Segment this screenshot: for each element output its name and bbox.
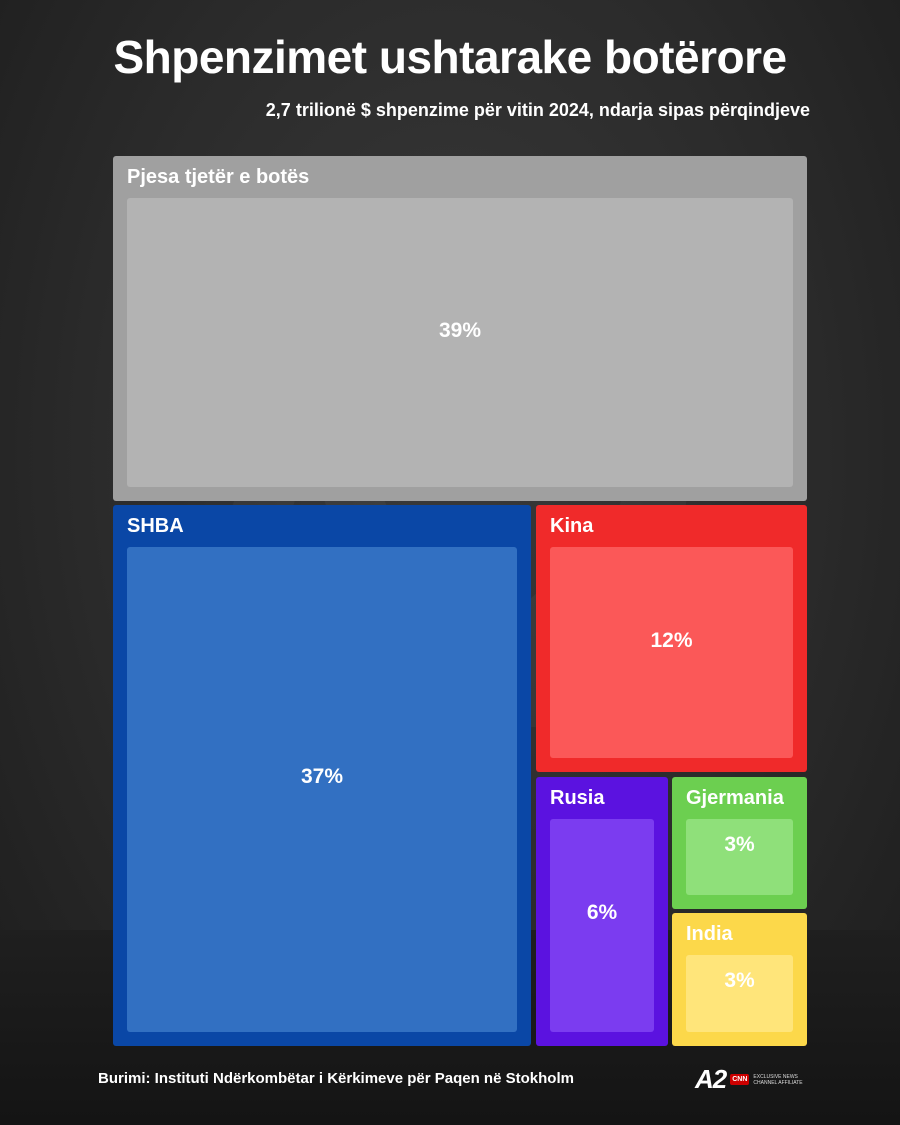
treemap-cell-pjesa-tjet-r-e-bot-s: Pjesa tjetër e botës 39% xyxy=(113,156,807,501)
treemap-cell-rusia: Rusia 6% xyxy=(536,777,668,1046)
chart-subtitle: 2,7 trilionë $ shpenzime për vitin 2024,… xyxy=(265,100,810,120)
treemap-cell-fill xyxy=(127,198,793,487)
treemap-cell-label: Rusia xyxy=(550,787,605,809)
logo-brand: A2 xyxy=(695,1064,727,1094)
treemap-cell-value: 39% xyxy=(438,319,482,342)
logo-affiliate: EXCLUSIVE NEWS CHANNEL AFFILIATE xyxy=(753,1073,803,1086)
treemap-cell-label: India xyxy=(686,923,733,945)
treemap-cell-fill xyxy=(686,955,793,1032)
treemap-cell-value: 3% xyxy=(724,969,755,992)
chart-title: Shpenzimet ushtarake botërore xyxy=(113,31,787,83)
treemap-cell-kina: Kina 12% xyxy=(536,505,807,772)
treemap-cell-india: India 3% xyxy=(672,913,807,1046)
treemap-cell-fill xyxy=(686,819,793,895)
treemap-cell-value: 6% xyxy=(586,901,618,924)
treemap-cell-gjermania: Gjermania 3% xyxy=(672,777,807,909)
treemap-cell-fill xyxy=(550,547,793,758)
treemap-cell-fill xyxy=(550,819,654,1032)
treemap-cell-shba: SHBA 37% xyxy=(113,505,531,1046)
treemap-cell-label: Kina xyxy=(550,515,594,537)
treemap-cell-fill xyxy=(127,547,517,1032)
treemap-cell-label: Pjesa tjetër e botës xyxy=(127,166,310,188)
treemap-cell-value: 3% xyxy=(724,833,755,856)
treemap-cell-label: Gjermania xyxy=(686,787,784,809)
a2-cnn-logo: A2 CNN EXCLUSIVE NEWS CHANNEL AFFILIATE xyxy=(695,1064,813,1095)
logo-network: CNN xyxy=(730,1074,750,1085)
treemap-cell-value: 37% xyxy=(300,765,344,788)
treemap-cell-label: SHBA xyxy=(127,515,184,537)
treemap-cell-value: 12% xyxy=(650,629,693,652)
source-note: Burimi: Instituti Ndërkombëtar i Kërkime… xyxy=(98,1070,574,1087)
